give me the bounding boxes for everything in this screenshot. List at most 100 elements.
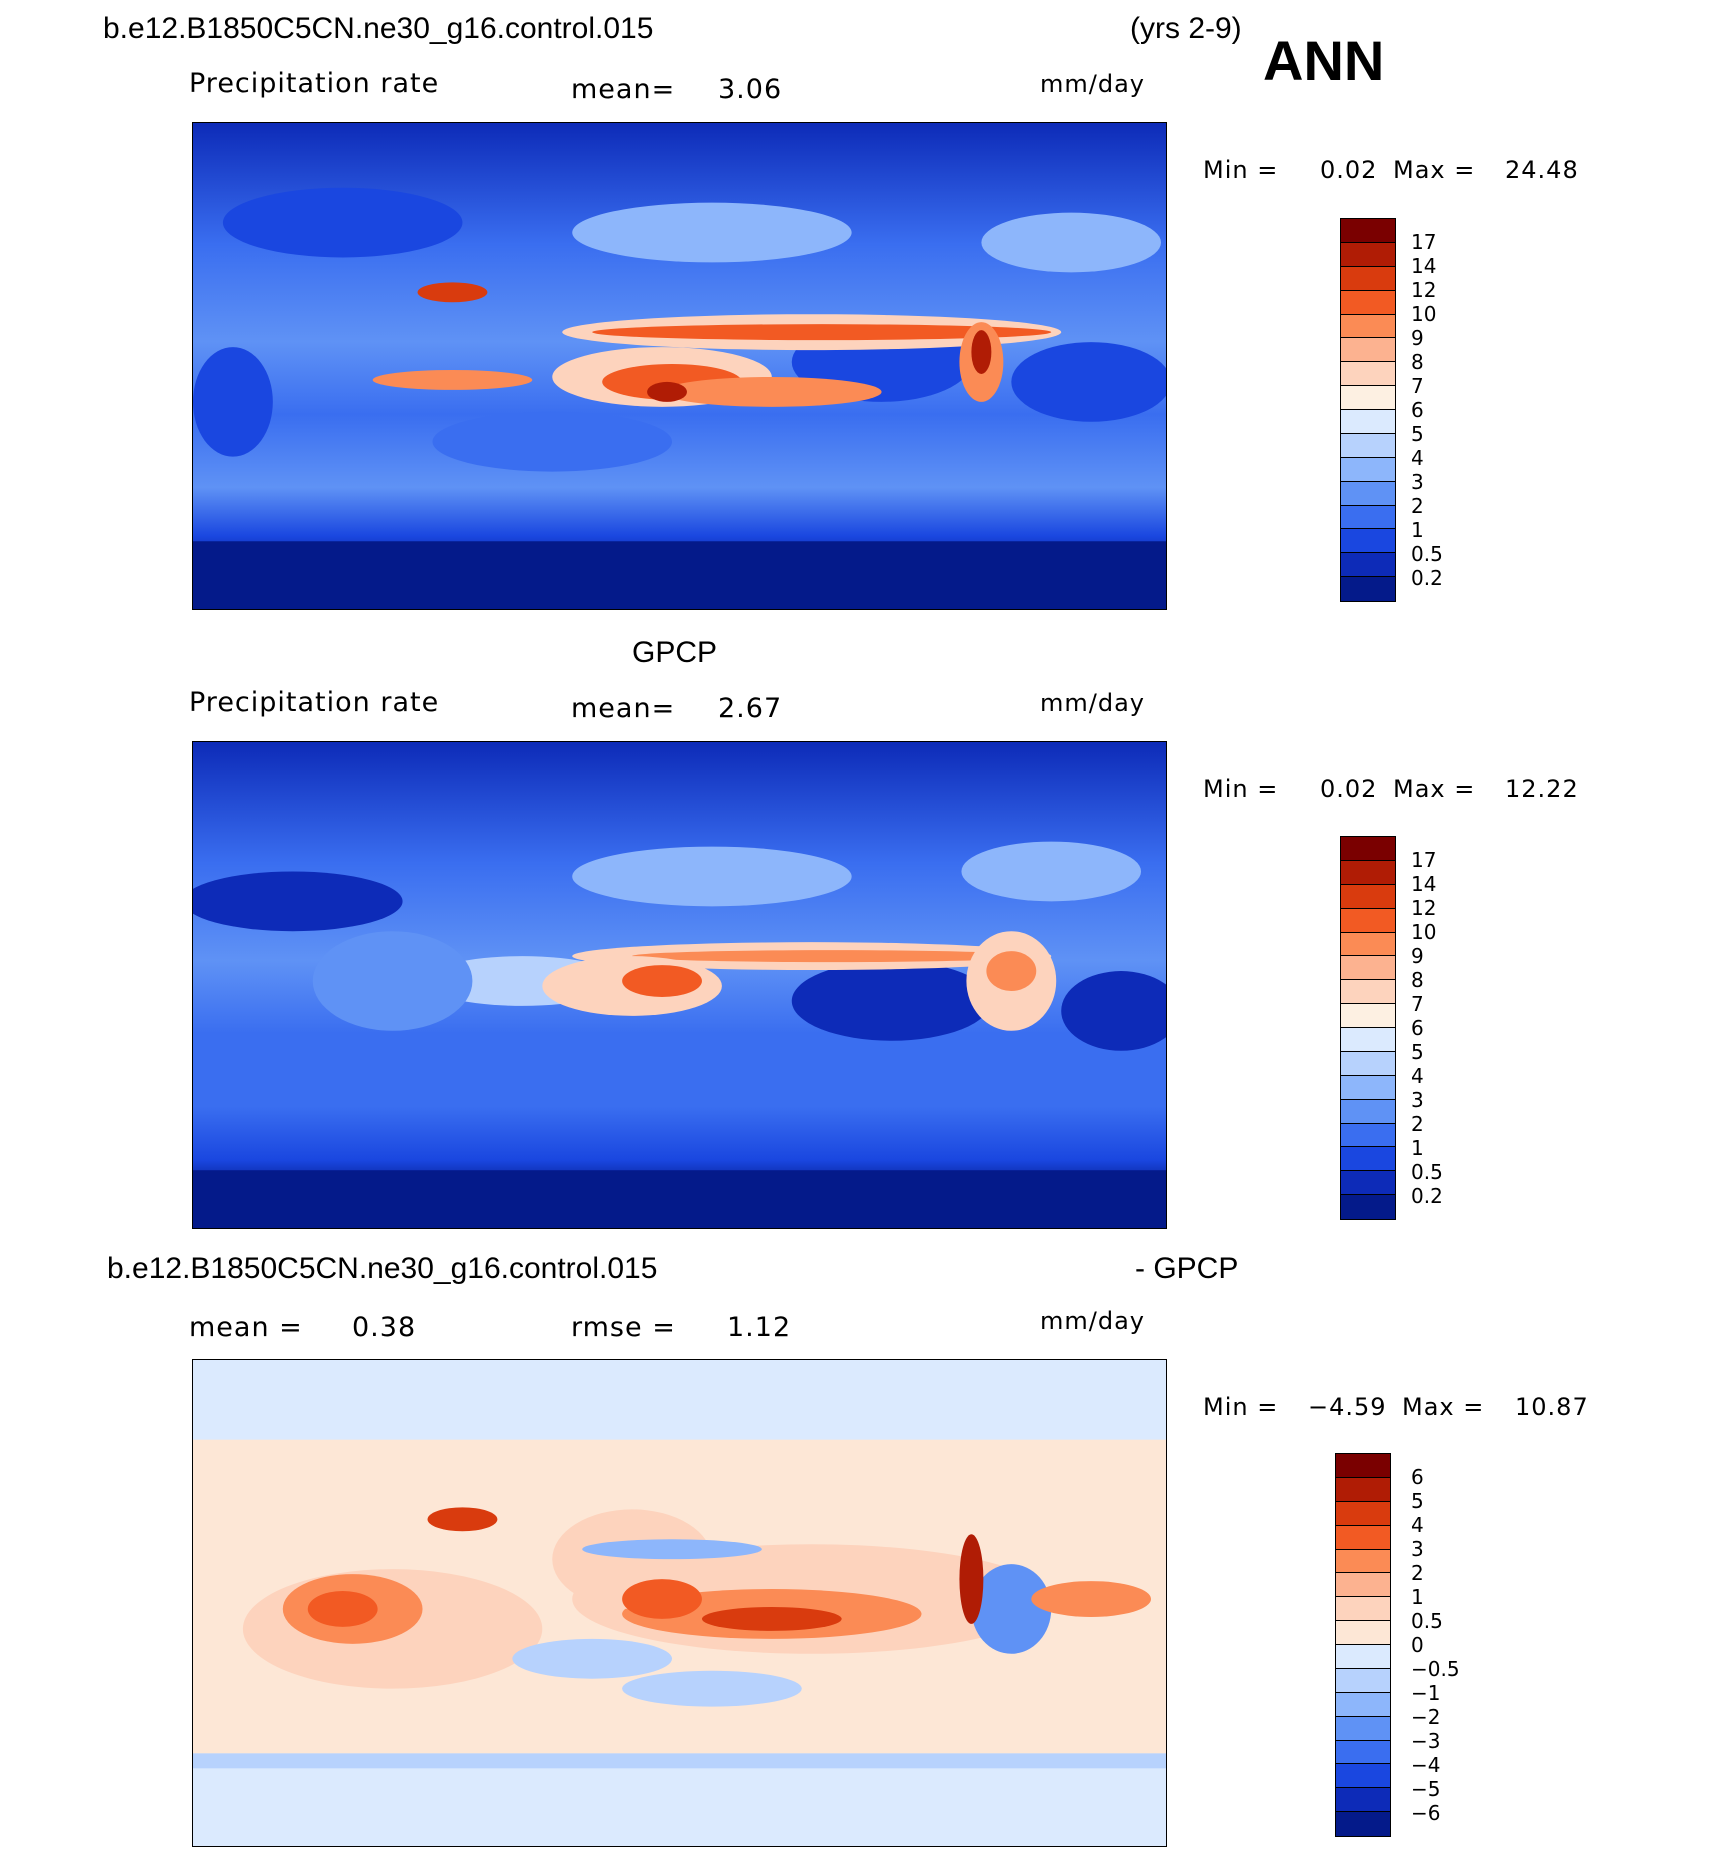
colorbar-swatch bbox=[1341, 219, 1395, 243]
panel1-min-label: Min = bbox=[1203, 156, 1279, 184]
colorbar-swatch bbox=[1341, 956, 1395, 981]
colorbar-tick-label: 6 bbox=[1411, 398, 1424, 422]
colorbar-swatch bbox=[1341, 1028, 1395, 1052]
colorbar-swatch bbox=[1341, 338, 1395, 363]
colorbar-swatch bbox=[1341, 908, 1395, 933]
colorbar-tick-label: −0.5 bbox=[1411, 1657, 1460, 1681]
colorbar-tick-label: 0.5 bbox=[1411, 1609, 1443, 1633]
colorbar-swatch bbox=[1341, 433, 1395, 458]
colorbar-tick-label: 0.5 bbox=[1411, 1160, 1443, 1184]
colorbar-swatch bbox=[1336, 1525, 1390, 1550]
colorbar-swatch bbox=[1336, 1477, 1390, 1502]
colorbar-swatch bbox=[1341, 410, 1395, 434]
colorbar-swatch bbox=[1336, 1692, 1390, 1717]
colorbar-swatch bbox=[1341, 1075, 1395, 1100]
colorbar-tick-label: 2 bbox=[1411, 1112, 1424, 1136]
panel3-map bbox=[192, 1359, 1167, 1847]
panel1-max-label: Max = bbox=[1393, 156, 1476, 184]
panel1-mean-value: 3.06 bbox=[718, 74, 783, 105]
colorbar-swatch bbox=[1336, 1501, 1390, 1526]
panel1-min-value: 0.02 bbox=[1320, 156, 1378, 184]
colorbar-tick-label: 0 bbox=[1411, 1633, 1424, 1657]
colorbar-tick-label: 1 bbox=[1411, 518, 1424, 542]
colorbar-tick-label: 7 bbox=[1411, 374, 1424, 398]
colorbar-tick-label: 9 bbox=[1411, 944, 1424, 968]
colorbar-tick-label: 0.5 bbox=[1411, 542, 1443, 566]
panel1-map bbox=[192, 122, 1167, 610]
panel2-map bbox=[192, 741, 1167, 1229]
colorbar-swatch bbox=[1336, 1645, 1390, 1669]
colorbar-tick-label: 2 bbox=[1411, 494, 1424, 518]
panel1-contour bbox=[193, 123, 1166, 609]
panel2-colorbar bbox=[1340, 836, 1396, 1220]
colorbar-tick-label: 5 bbox=[1411, 1489, 1424, 1513]
colorbar-swatch bbox=[1341, 266, 1395, 291]
panel3-colorbar bbox=[1335, 1453, 1391, 1837]
colorbar-swatch bbox=[1336, 1621, 1390, 1645]
colorbar-swatch bbox=[1341, 1123, 1395, 1148]
colorbar-tick-label: 10 bbox=[1411, 920, 1437, 944]
colorbar-swatch bbox=[1341, 529, 1395, 554]
colorbar-swatch bbox=[1341, 481, 1395, 506]
panel3-min-value: −4.59 bbox=[1308, 1393, 1387, 1421]
colorbar-tick-label: 5 bbox=[1411, 422, 1424, 446]
colorbar-tick-label: 6 bbox=[1411, 1016, 1424, 1040]
panel1-colorbar bbox=[1340, 218, 1396, 602]
years-label: (yrs 2-9) bbox=[1130, 12, 1242, 45]
colorbar-tick-label: 4 bbox=[1411, 1064, 1424, 1088]
colorbar-swatch bbox=[1341, 860, 1395, 885]
colorbar-swatch bbox=[1341, 1195, 1395, 1219]
colorbar-tick-label: 3 bbox=[1411, 1088, 1424, 1112]
colorbar-swatch bbox=[1336, 1788, 1390, 1813]
colorbar-swatch bbox=[1341, 980, 1395, 1005]
panel2-mean-label: mean= bbox=[571, 693, 676, 724]
panel2-variable: Precipitation rate bbox=[189, 687, 440, 718]
colorbar-swatch bbox=[1341, 837, 1395, 861]
panel2-title: GPCP bbox=[632, 636, 718, 669]
panel3-mean-label: mean = bbox=[189, 1312, 303, 1343]
colorbar-tick-label: 7 bbox=[1411, 992, 1424, 1016]
colorbar-swatch bbox=[1336, 1597, 1390, 1622]
panel2-min-label: Min = bbox=[1203, 775, 1279, 803]
colorbar-swatch bbox=[1336, 1549, 1390, 1574]
colorbar-tick-label: 8 bbox=[1411, 350, 1424, 374]
colorbar-swatch bbox=[1341, 362, 1395, 387]
panel3-rmse-label: rmse = bbox=[571, 1312, 676, 1343]
colorbar-tick-label: −5 bbox=[1411, 1777, 1441, 1801]
colorbar-swatch bbox=[1336, 1764, 1390, 1789]
season-label: ANN bbox=[1263, 29, 1385, 92]
colorbar-swatch bbox=[1341, 553, 1395, 578]
colorbar-tick-label: 4 bbox=[1411, 1513, 1424, 1537]
colorbar-tick-label: 17 bbox=[1411, 848, 1437, 872]
colorbar-swatch bbox=[1341, 314, 1395, 339]
panel1-variable: Precipitation rate bbox=[189, 68, 440, 99]
colorbar-tick-label: −2 bbox=[1411, 1705, 1441, 1729]
colorbar-tick-label: 12 bbox=[1411, 278, 1437, 302]
colorbar-tick-label: 14 bbox=[1411, 872, 1437, 896]
colorbar-tick-label: 8 bbox=[1411, 968, 1424, 992]
colorbar-swatch bbox=[1336, 1668, 1390, 1693]
colorbar-tick-label: −1 bbox=[1411, 1681, 1441, 1705]
panel2-mean-value: 2.67 bbox=[718, 693, 783, 724]
colorbar-tick-label: 0.2 bbox=[1411, 1184, 1443, 1208]
panel3-max-label: Max = bbox=[1402, 1393, 1485, 1421]
colorbar-swatch bbox=[1336, 1716, 1390, 1741]
colorbar-swatch bbox=[1341, 386, 1395, 410]
colorbar-tick-label: 3 bbox=[1411, 470, 1424, 494]
colorbar-swatch bbox=[1341, 932, 1395, 957]
colorbar-tick-label: 12 bbox=[1411, 896, 1437, 920]
colorbar-tick-label: 3 bbox=[1411, 1537, 1424, 1561]
panel1-max-value: 24.48 bbox=[1505, 156, 1579, 184]
panel3-rmse-value: 1.12 bbox=[727, 1312, 792, 1343]
panel2-min-value: 0.02 bbox=[1320, 775, 1378, 803]
colorbar-tick-label: 4 bbox=[1411, 446, 1424, 470]
colorbar-swatch bbox=[1336, 1812, 1390, 1836]
colorbar-tick-label: 1 bbox=[1411, 1136, 1424, 1160]
colorbar-swatch bbox=[1341, 577, 1395, 601]
panel3-min-label: Min = bbox=[1203, 1393, 1279, 1421]
colorbar-tick-label: 1 bbox=[1411, 1585, 1424, 1609]
panel2-contour bbox=[193, 742, 1166, 1228]
colorbar-tick-label: 14 bbox=[1411, 254, 1437, 278]
colorbar-tick-label: −3 bbox=[1411, 1729, 1441, 1753]
panel3-mean-value: 0.38 bbox=[352, 1312, 417, 1343]
